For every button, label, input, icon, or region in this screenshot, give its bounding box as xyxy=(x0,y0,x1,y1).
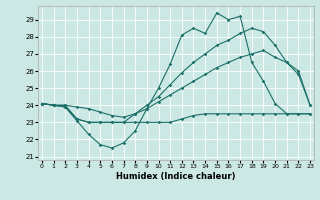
X-axis label: Humidex (Indice chaleur): Humidex (Indice chaleur) xyxy=(116,172,236,181)
